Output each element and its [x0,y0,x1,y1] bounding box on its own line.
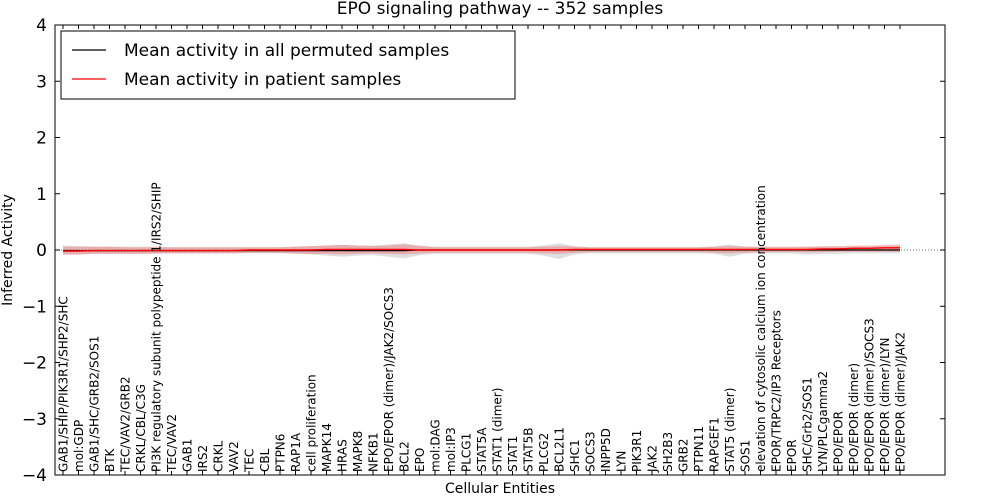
x-tick-label: GRB2 [677,438,691,472]
y-axis-ticks: −4 −3 −2 −1 0 1 2 3 4 [22,16,945,486]
x-tick-label: MAPK14 [320,423,334,472]
y-tick-label: 2 [36,129,47,149]
x-tick-label: CRKL/CBL/C3G [134,384,148,472]
y-tick-label: 3 [36,72,47,92]
x-tick-label: GAB1/SHC/GRB2/SOS1 [88,336,102,472]
x-tick-label: STAT1 [506,436,520,472]
x-tick-label: EPOR/TRPC2/IP3 Receptors [770,310,784,472]
x-tick-label: SH2B3 [661,432,675,472]
x-tick-label: SHC1 [568,439,582,472]
x-tick-label: GAB1/SHIP/PIK3R1/SHP2/SHC [57,296,71,472]
y-tick-label: 0 [36,241,47,261]
x-tick-label: VAV2 [227,441,241,472]
x-tick-label: elevation of cytosolic calcium ion conce… [754,185,768,472]
x-tick-label: BTK [103,447,117,472]
x-tick-label: mol:GDP [72,420,86,472]
x-tick-label: EPO/EPOR (dimer)/SOCS3 [863,318,877,472]
x-tick-label: cell proliferation [305,374,319,472]
x-tick-label: NFKB1 [367,432,381,472]
x-tick-label: BCL2 [398,441,412,472]
chart-title: EPO signaling pathway -- 352 samples [337,0,664,19]
x-tick-label: STAT5A [475,427,489,472]
x-tick-label: PLCG2 [537,433,551,472]
y-tick-label: −2 [22,354,47,374]
y-tick-label: 4 [36,16,47,36]
x-tick-label: RAP1A [289,432,303,472]
x-tick-label: IRS2 [196,445,210,472]
x-tick-label: LYN [615,451,629,472]
x-tick-label: STAT5B [522,428,536,473]
x-tick-label: EPO [413,448,427,472]
band-permuted [63,243,900,259]
x-tick-label: MAPK8 [351,431,365,472]
series-line-patient [63,247,900,252]
x-tick-labels: GAB1/SHIP/PIK3R1/SHP2/SHC mol:GDP GAB1/SHC… [57,182,908,473]
x-tick-label: STAT5 (dimer) [723,388,737,472]
x-tick-label: TEC [243,449,257,473]
x-tick-label: SOCS3 [584,431,598,472]
legend: Mean activity in all permuted samples Me… [60,30,516,100]
x-tick-label: GAB1 [181,439,195,472]
x-tick-label: JAK2 [646,445,660,473]
x-tick-label: TEC/VAV2/GRB2 [119,376,133,473]
x-tick-label: CRKL [212,440,226,472]
x-tick-label: SHC/Grb2/SOS1 [801,377,815,472]
x-tick-label: PIK3R1 [630,430,644,472]
x-tick-label: LYN/PLCgamma2 [816,371,830,472]
x-tick-label: EPO/EPOR [832,411,846,472]
legend-box [60,30,516,100]
x-tick-label: PLCG1 [460,433,474,472]
y-tick-label: −4 [22,466,47,486]
x-tick-label: PI3K regulatory subunit polypeptide 1/IR… [150,182,164,472]
x-tick-label: PTPN6 [274,434,288,472]
legend-label-permuted: Mean activity in all permuted samples [124,41,449,61]
x-tick-label: TEC/VAV2 [165,414,179,473]
x-tick-label: EPO/EPOR (dimer) [847,363,861,472]
x-axis-label: Cellular Entities [445,481,555,497]
y-axis-label: Inferred Activity [0,194,16,306]
x-tick-label: INPP5D [599,428,613,472]
x-tick-label: EPO/EPOR (dimer)/LYN [878,338,892,472]
y-tick-label: −1 [22,297,47,317]
y-tick-label: −3 [22,410,47,430]
series-lines [63,247,900,252]
x-tick-label: SOS1 [739,440,753,472]
x-tick-label: CBL [258,448,272,472]
x-tick-label: EPO/EPOR (dimer)/JAK2/SOCS3 [382,287,396,472]
x-tick-label: mol:DAG [429,419,443,472]
x-tick-label: EPOR [785,439,799,472]
x-tick-label: mol:IP3 [444,427,458,472]
x-tick-label: EPO/EPOR (dimer)/JAK2 [894,332,908,472]
x-tick-label: STAT1 (dimer) [491,388,505,472]
x-tick-label: HRAS [336,439,350,472]
legend-label-patient: Mean activity in patient samples [124,70,401,90]
x-tick-label: PTPN11 [692,426,706,472]
y-tick-label: 1 [36,185,47,205]
x-tick-label: RAPGEF1 [708,417,722,472]
x-tick-label: BCL2L1 [553,427,567,472]
